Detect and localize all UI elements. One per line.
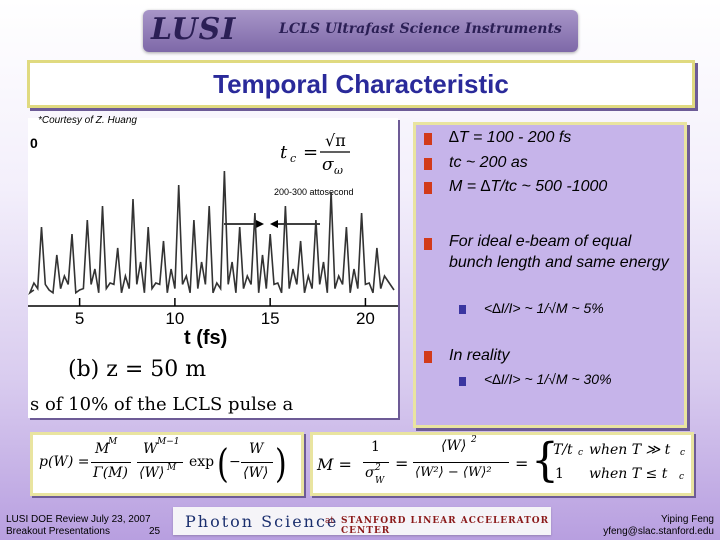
x-tick-label: 15 [261, 309, 280, 328]
footer-breakout: Breakout Presentations [6, 526, 110, 537]
intensity-plot: 0 t c = √π σ ω 200-300 attosecond 5 10 15 2… [28, 131, 398, 415]
x-tick-label: 5 [75, 309, 84, 328]
lusi-logo: LUSI [151, 12, 237, 47]
bullet-marker [424, 133, 432, 145]
x-tick-label: 10 [165, 309, 184, 328]
footer-review: LUSI DOE Review July 23, 2007 [6, 514, 151, 525]
left-tick-label: 0 [30, 135, 38, 151]
width-arrows [224, 220, 320, 228]
slide-title: Temporal Characteristic [213, 69, 509, 99]
plot-panel: 0 t c = √π σ ω 200-300 attosecond 5 10 15 2… [28, 118, 398, 418]
footer-left: LUSI DOE Review July 23, 2007 Breakout P… [6, 514, 160, 538]
page-number: 25 [149, 526, 161, 537]
svg-text:σ: σ [322, 155, 334, 175]
svg-text:√π: √π [325, 131, 346, 150]
intensity-trace [28, 170, 395, 296]
banner-subtitle: LCLS Ultrafast Science Instruments [279, 21, 562, 37]
footer-at: at [325, 516, 334, 526]
plot-footer-caption: s of 10% of the LCLS pulse a [30, 394, 294, 415]
courtesy-credit: *Courtesy of Z. Huang [38, 115, 137, 126]
x-axis-label: t (fs) [184, 327, 227, 349]
bullet-marker [424, 351, 432, 363]
bullet-panel: ∆T = 100 - 200 fs tc ~ 200 as M = ∆T/tc … [413, 122, 687, 428]
bullet-reality: In reality [449, 347, 510, 364]
footer-right: Yiping Feng yfeng@slac.stanford.edu [603, 514, 714, 538]
bullet-delta-t: ∆T = 100 - 200 fs [449, 129, 572, 146]
svg-text:=: = [303, 142, 318, 163]
sub-bullet-marker [459, 305, 466, 314]
author-email: yfeng@slac.stanford.edu [603, 526, 714, 537]
photon-science-logo: Photon Science [185, 512, 339, 531]
footer-logo-band: Photon Science at Stanford Linear Accele… [173, 507, 551, 536]
gamma-distribution-formula: p(W) = M M Γ(M) W M−1 ⟨W⟩ M exp ( − W ⟨W… [30, 432, 304, 496]
sub-bullet-reality: <∆I/I> ~ 1/√M ~ 30% [484, 371, 612, 387]
bullet-marker [424, 182, 432, 194]
tc-formula: t c = √π σ ω [280, 131, 350, 177]
header-banner: LUSI LCLS Ultrafast Science Instruments [143, 10, 578, 52]
bullet-ideal-ebeam: For ideal e-beam of equal bunch length a… [449, 233, 669, 271]
trace-line [28, 170, 395, 296]
title-box: Temporal Characteristic [27, 60, 695, 108]
svg-text:ω: ω [334, 164, 343, 177]
bullet-marker [424, 158, 432, 170]
author-name: Yiping Feng [661, 514, 714, 525]
x-ticks: 5 10 15 20 [75, 298, 375, 328]
svg-text:c: c [290, 152, 296, 165]
bullet-m: M = ∆T/tc ~ 500 -1000 [449, 178, 608, 195]
x-tick-label: 20 [356, 309, 375, 328]
bullet-marker [424, 238, 432, 250]
svg-text:t: t [280, 142, 288, 163]
slac-name: Stanford Linear Accelerator Center [341, 516, 550, 536]
attosecond-annotation: 200-300 attosecond [274, 187, 354, 197]
m-definition-formula: M = 1 σ 2 W = ⟨W⟩ 2 ⟨W²⟩ − ⟨W⟩² = { T/t … [310, 432, 694, 496]
plot-caption: (b) z = 50 m [68, 357, 206, 382]
sub-bullet-marker [459, 377, 466, 386]
bullet-tc: tc ~ 200 as [449, 154, 528, 171]
sub-bullet-ideal: <∆I/I> ~ 1/√M ~ 5% [484, 300, 604, 316]
